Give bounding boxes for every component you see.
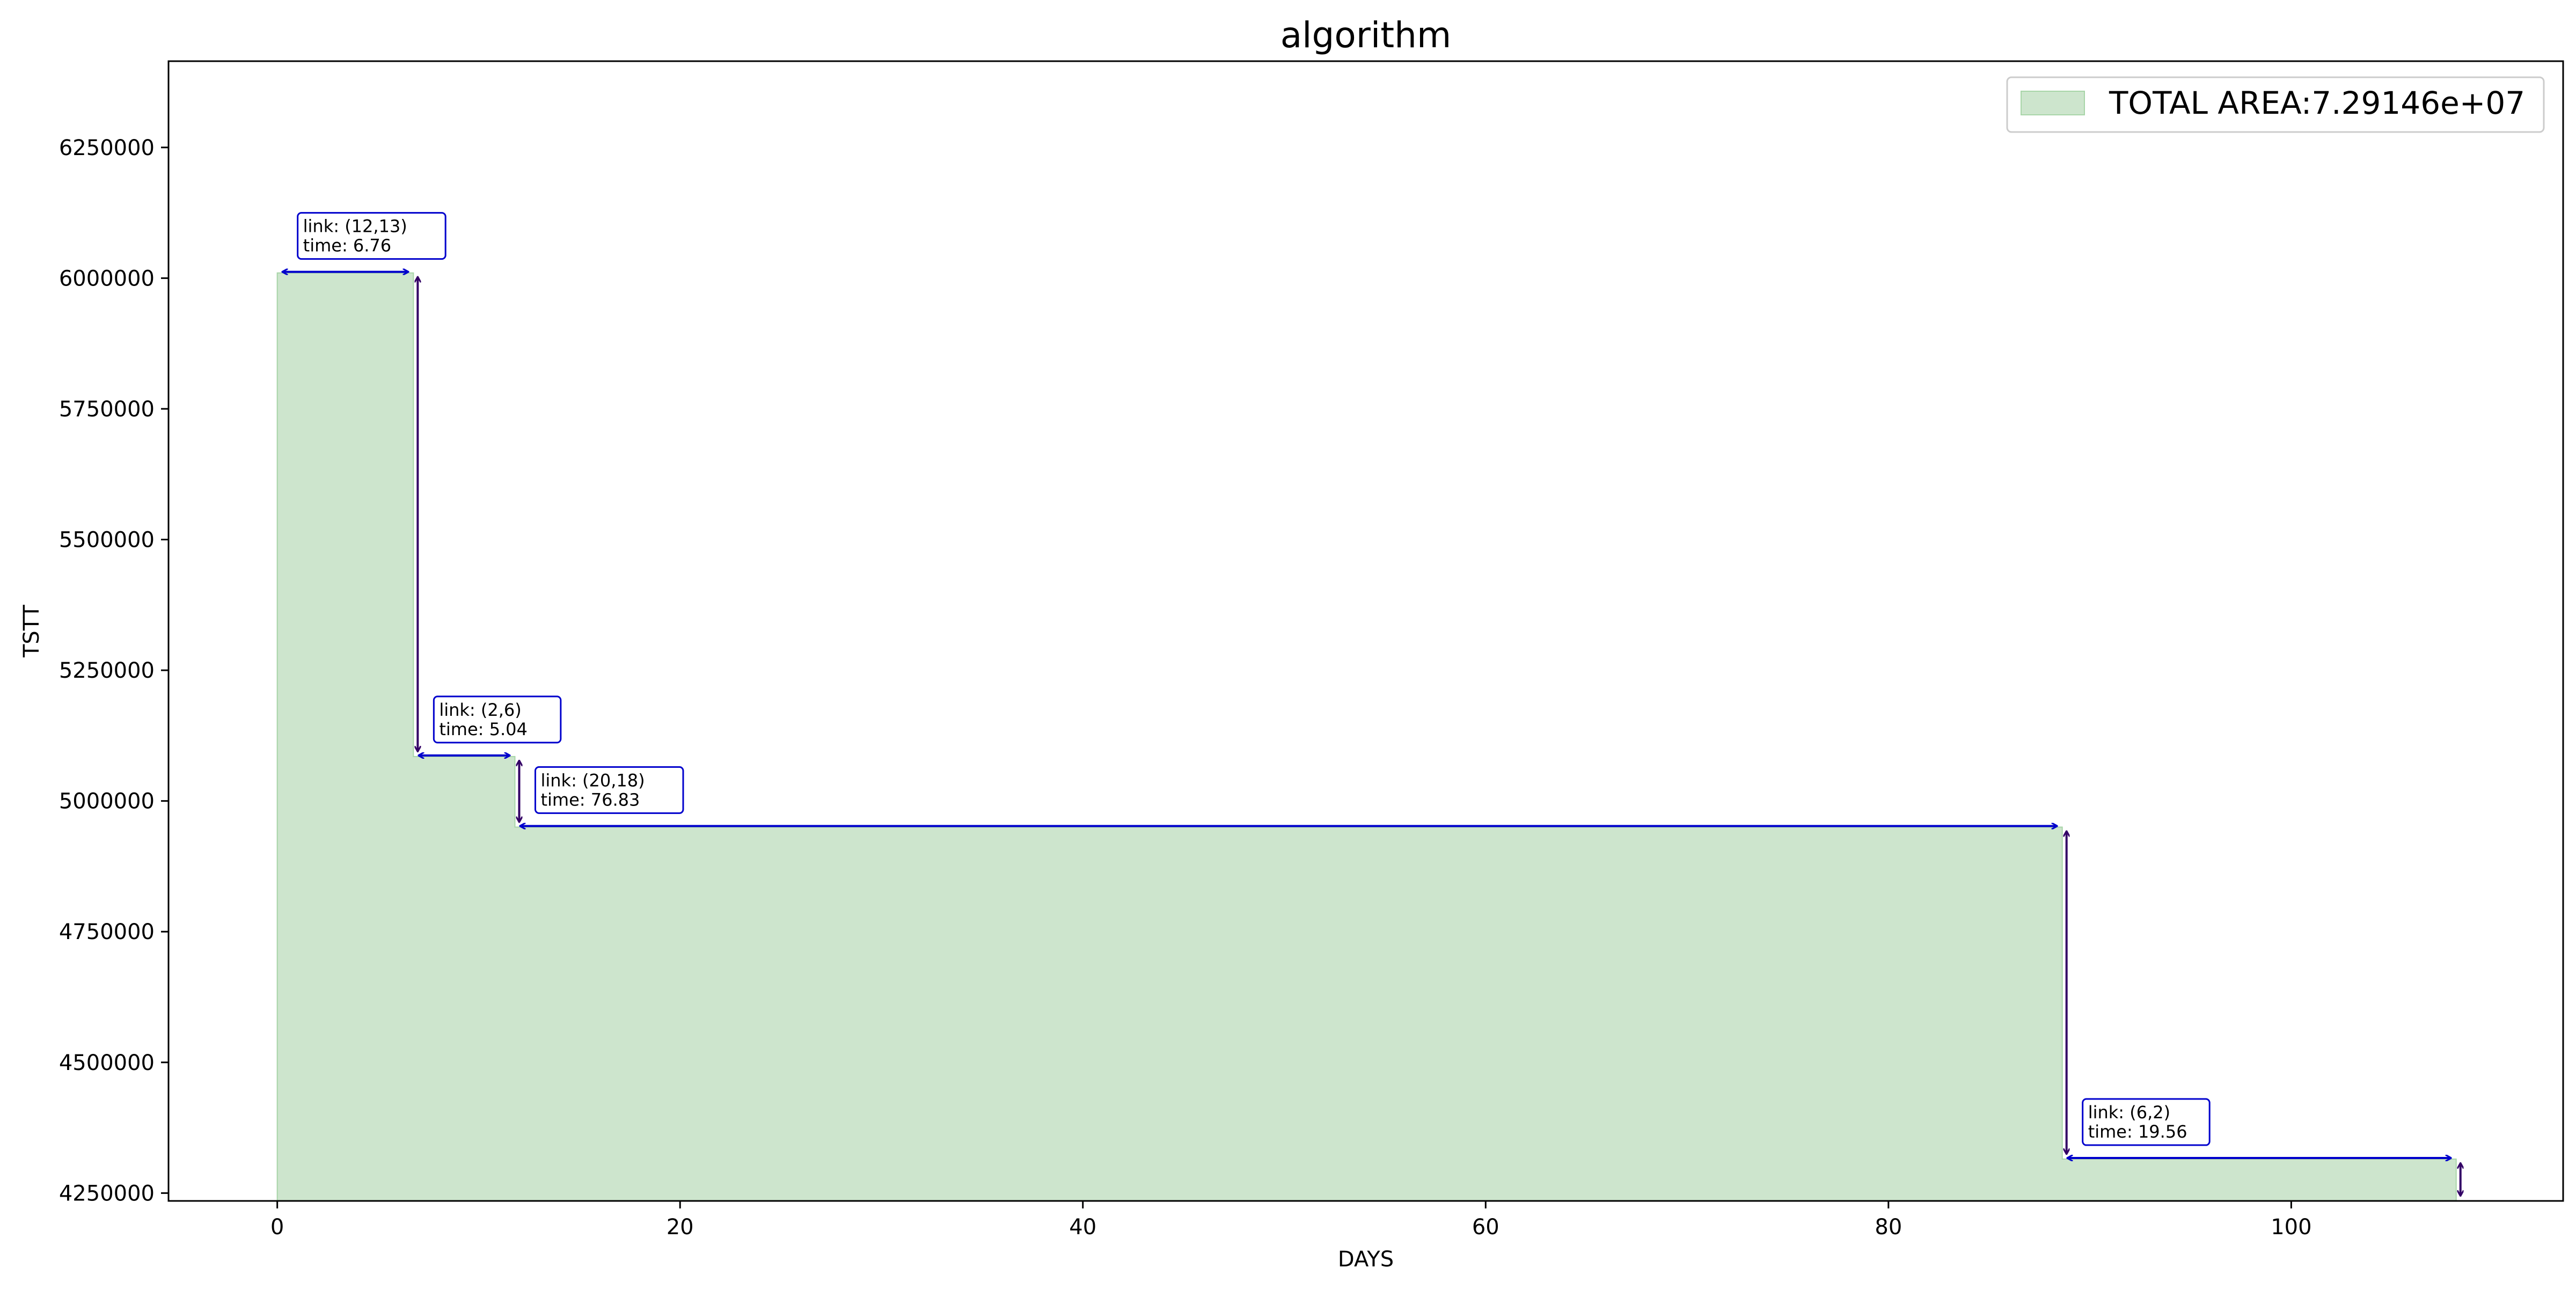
annotation-3: link: (6,2)time: 19.56 xyxy=(2068,1098,2461,1196)
y-tick-label: 6000000 xyxy=(59,266,155,291)
y-tick-label: 4250000 xyxy=(59,1181,155,1206)
annotation-box xyxy=(297,212,447,260)
y-axis: 4250000 4500000 4750000 5000000 5250000 55000… xyxy=(59,136,169,1206)
legend-label: TOTAL AREA:7.29146e+07 xyxy=(2109,85,2525,121)
x-tick-label: 40 xyxy=(1069,1215,1096,1240)
annotation-box xyxy=(534,766,684,814)
annotation-link-text: link: (20,18) xyxy=(540,770,645,790)
y-tick-label: 5750000 xyxy=(59,397,155,422)
annotation-box xyxy=(433,695,562,744)
y-tick-label: 4750000 xyxy=(59,920,155,944)
plot-area xyxy=(276,272,2457,1201)
x-tick-label: 0 xyxy=(270,1215,284,1240)
annotation-link-text: link: (2,6) xyxy=(439,700,521,720)
annotation-time-text: time: 19.56 xyxy=(2088,1122,2187,1142)
y-tick-label: 5000000 xyxy=(59,789,155,814)
y-axis-label: TSTT xyxy=(19,604,44,658)
annotation-link-text: link: (6,2) xyxy=(2088,1102,2170,1123)
annotation-box xyxy=(2082,1098,2211,1146)
x-tick-label: 60 xyxy=(1472,1215,1499,1240)
legend: TOTAL AREA:7.29146e+07 xyxy=(2006,76,2545,133)
x-tick-label: 100 xyxy=(2271,1215,2311,1240)
chart-title: algorithm xyxy=(1280,14,1452,56)
annotation-2: link: (20,18)time: 76.83 xyxy=(520,766,2066,1154)
annotation-link-text: link: (12,13) xyxy=(303,216,407,237)
y-tick-label: 5250000 xyxy=(59,658,155,683)
annotation-time-text: time: 6.76 xyxy=(303,236,392,256)
annotation-time-text: time: 76.83 xyxy=(540,789,640,810)
x-axis: 0 20 40 60 80 100 xyxy=(270,1201,2312,1240)
y-tick-label: 4500000 xyxy=(59,1051,155,1075)
area-fill xyxy=(277,273,2456,1201)
annotation-0: link: (12,13)time: 6.76 xyxy=(283,212,447,751)
legend-swatch xyxy=(2021,91,2085,115)
y-tick-label: 5500000 xyxy=(59,527,155,552)
annotation-1: link: (2,6)time: 5.04 xyxy=(419,695,562,822)
x-tick-label: 20 xyxy=(667,1215,694,1240)
x-axis-label: DAYS xyxy=(1338,1247,1394,1272)
legend-box xyxy=(2006,76,2545,133)
plot-frame xyxy=(167,60,2564,1202)
x-tick-label: 80 xyxy=(1875,1215,1902,1240)
y-tick-label: 6250000 xyxy=(59,136,155,160)
annotation-time-text: time: 5.04 xyxy=(439,719,528,739)
